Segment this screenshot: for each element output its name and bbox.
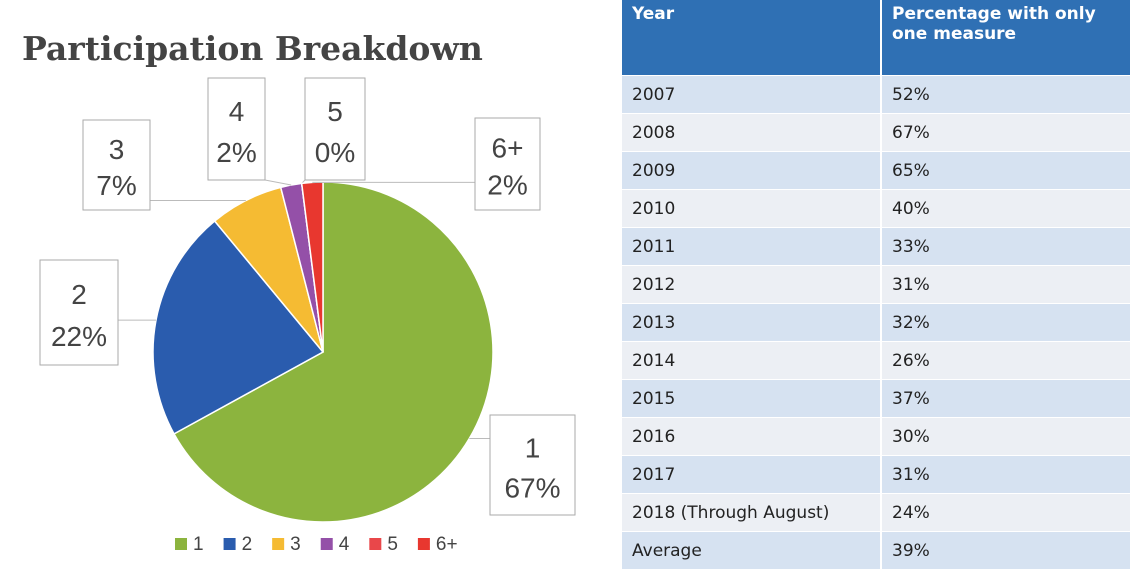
table-cell: 37% <box>881 379 1132 418</box>
label-value: 2% <box>487 169 527 200</box>
legend-label: 1 <box>193 534 204 555</box>
table-cell: 2007 <box>622 75 882 114</box>
table-cell: 52% <box>881 75 1132 114</box>
legend-swatch <box>175 538 187 550</box>
table-row: 2009 65% <box>622 151 1132 190</box>
table-cell: 33% <box>881 227 1132 266</box>
table-cell: 2012 <box>622 265 882 304</box>
table-cell: 65% <box>881 151 1132 190</box>
label-box <box>207 77 266 181</box>
table-cell: 30% <box>881 417 1132 456</box>
table-cell: 67% <box>881 113 1132 152</box>
label-category: 2 <box>71 279 87 310</box>
label-category: 6+ <box>492 133 524 164</box>
label-box <box>474 117 541 211</box>
table-row: 2017 31% <box>622 455 1132 494</box>
table-cell: 2008 <box>622 113 882 152</box>
table-row: 2015 37% <box>622 379 1132 418</box>
header-row: Year Percentage with only one measure <box>622 0 1132 76</box>
label-value: 67% <box>504 472 560 503</box>
table-row: 2016 30% <box>622 417 1132 456</box>
leader-line <box>264 179 292 186</box>
table: Year Percentage with only one measure 200… <box>622 0 1132 569</box>
table-row: Average 39% <box>622 531 1132 569</box>
table-cell: 26% <box>881 341 1132 380</box>
pie-slice <box>152 219 325 435</box>
table-row: 2010 40% <box>622 189 1132 228</box>
table-row: 2014 26% <box>622 341 1132 380</box>
header-cell: Year <box>622 0 882 76</box>
table-row: 2007 52% <box>622 75 1132 114</box>
label-box <box>304 77 366 181</box>
label-category: 3 <box>109 134 125 165</box>
table-cell: 2014 <box>622 341 882 380</box>
legend-swatch <box>272 538 285 550</box>
chart-title: Participation Breakdown <box>22 29 483 68</box>
label-category: 4 <box>229 96 245 127</box>
table-cell: 2015 <box>622 379 882 418</box>
table-row: 2008 67% <box>622 113 1132 152</box>
label-value: 0% <box>315 137 355 168</box>
table-row: 2011 33% <box>622 227 1132 266</box>
label-category: 5 <box>327 96 343 127</box>
label-box <box>39 259 119 366</box>
table-row: 2018 (Through August) 24% <box>622 493 1132 532</box>
legend-label: 6+ <box>436 534 458 555</box>
table-cell: 24% <box>881 493 1132 532</box>
label-value: 2% <box>216 137 256 168</box>
legend-swatch <box>369 538 382 550</box>
table-cell: 2018 (Through August) <box>622 493 882 532</box>
label-category: 1 <box>525 432 541 463</box>
label-value: 22% <box>51 321 107 352</box>
table-cell: 2016 <box>622 417 882 456</box>
legend-swatch <box>320 538 333 550</box>
legend-label: 2 <box>242 534 253 555</box>
label-box <box>489 414 576 516</box>
table-cell: 2011 <box>622 227 882 266</box>
table-cell: 2013 <box>622 303 882 342</box>
table-cell: 32% <box>881 303 1132 342</box>
header-cell: Percentage with only one measure <box>881 0 1132 76</box>
chart: Participation Breakdown 167%222%37%42%50… <box>22 29 576 555</box>
table-cell: 2009 <box>622 151 882 190</box>
legend-swatch <box>223 538 236 550</box>
table-cell: 2010 <box>622 189 882 228</box>
label-value: 7% <box>96 170 136 201</box>
legend-swatch <box>417 538 430 550</box>
table-cell: 31% <box>881 265 1132 304</box>
table-cell: 40% <box>881 189 1132 228</box>
table-row: 2012 31% <box>622 265 1132 304</box>
table-cell: 31% <box>881 455 1132 494</box>
table-cell: Average <box>622 531 882 569</box>
table-cell: 2017 <box>622 455 882 494</box>
table-cell: 39% <box>881 531 1132 569</box>
label-box <box>82 119 151 211</box>
legend-label: 4 <box>339 534 350 555</box>
table-row: 2013 32% <box>622 303 1132 342</box>
legend-label: 3 <box>290 534 301 555</box>
legend-label: 5 <box>387 534 398 555</box>
